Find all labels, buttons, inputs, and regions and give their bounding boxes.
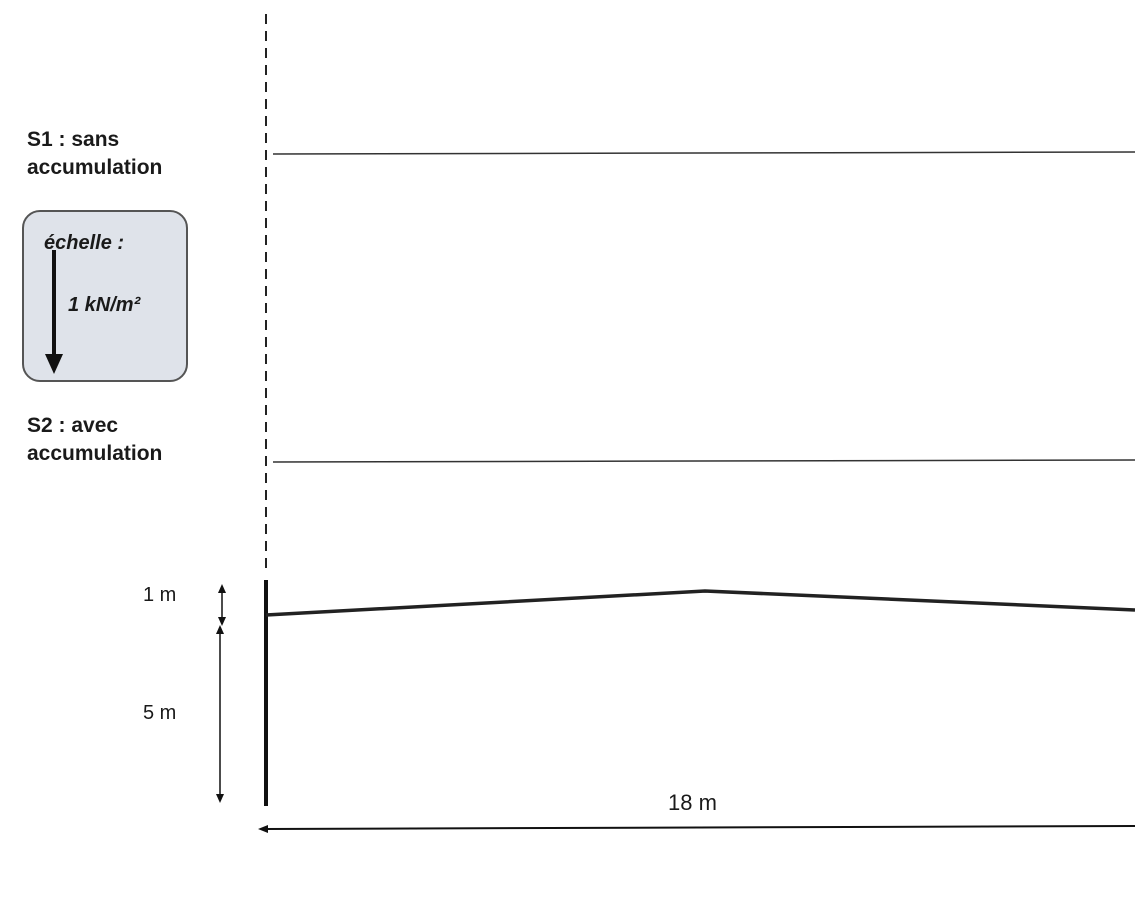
s2-label-line2: accumulation xyxy=(27,442,163,465)
scale-title: échelle : xyxy=(44,232,125,254)
span-label: 18 m xyxy=(668,790,717,815)
s2-load-line xyxy=(272,459,1135,463)
rise-dimension-arrow xyxy=(218,584,226,626)
height-label: 5 m xyxy=(143,702,177,724)
height-dimension-arrow xyxy=(216,625,224,803)
roof-profile xyxy=(265,589,1135,617)
scale-value: 1 kN/m² xyxy=(68,294,141,316)
span-dimension-arrow xyxy=(258,825,1135,833)
scale-arrow-icon xyxy=(45,250,63,374)
s1-label-line1: S1 : sans xyxy=(27,128,120,151)
s1-load-line xyxy=(272,151,1135,155)
rise-label: 1 m xyxy=(143,584,177,606)
s1-label-line2: accumulation xyxy=(27,156,163,179)
s2-label-line1: S2 : avec xyxy=(27,414,119,437)
scale-legend: échelle : 1 kN/m² xyxy=(22,210,188,382)
s1-label: S1 : sans accumulation xyxy=(27,126,162,182)
s2-label: S2 : avec accumulation xyxy=(27,412,162,468)
